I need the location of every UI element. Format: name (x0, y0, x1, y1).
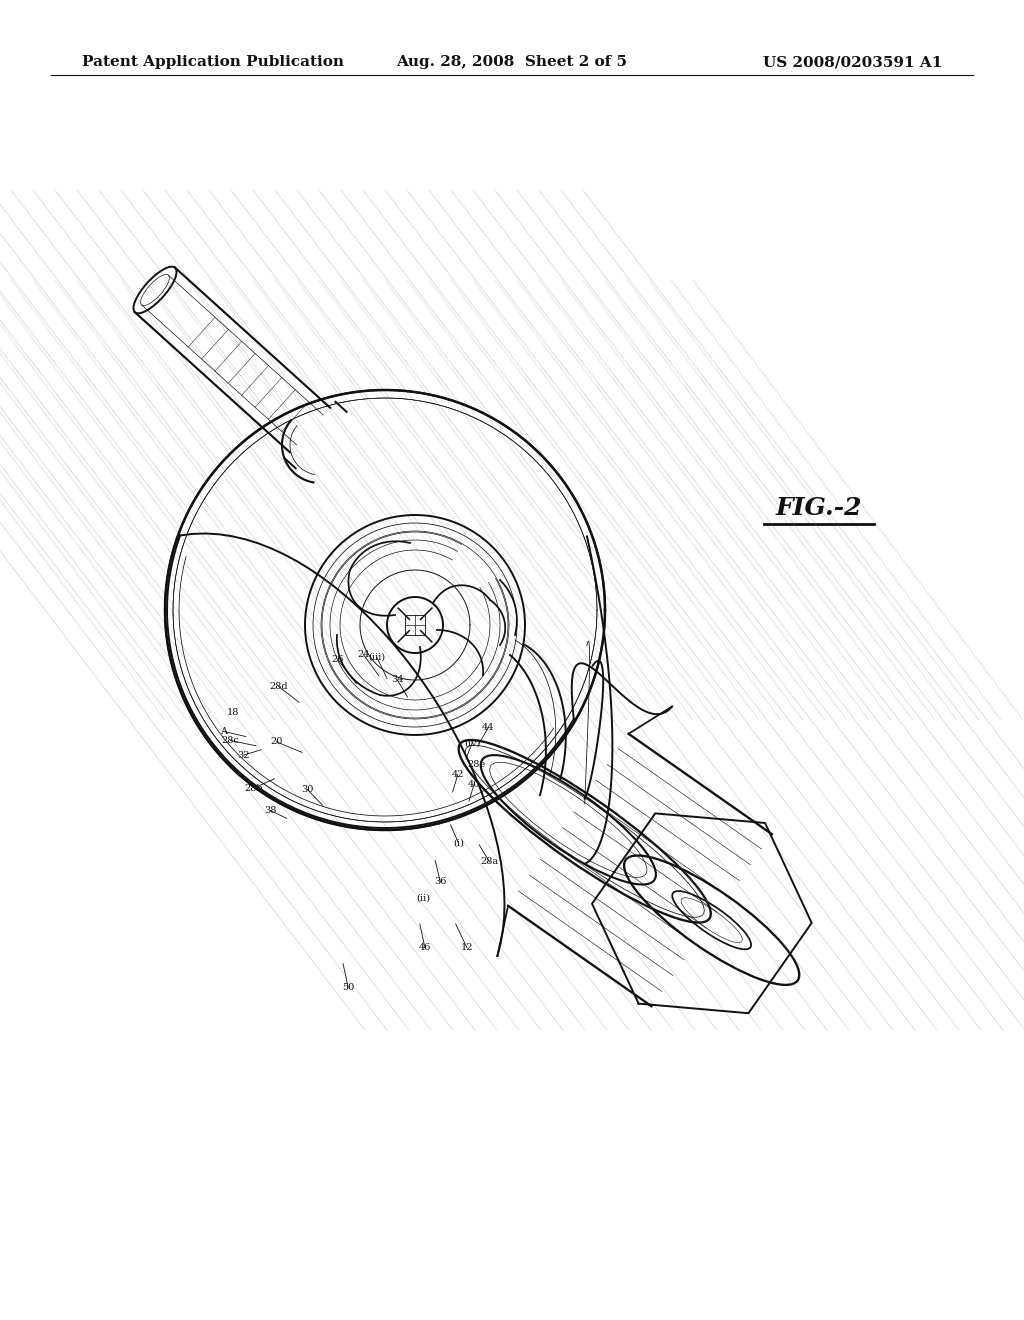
Text: FIG.-2: FIG.-2 (776, 496, 862, 520)
Text: (i): (i) (454, 840, 464, 847)
Text: 20: 20 (270, 738, 283, 746)
Text: 40: 40 (468, 780, 480, 788)
Text: 12: 12 (461, 944, 473, 952)
Text: 28e: 28e (467, 760, 485, 768)
Text: US 2008/0203591 A1: US 2008/0203591 A1 (763, 55, 942, 69)
Text: 46: 46 (419, 944, 431, 952)
Text: 18: 18 (227, 709, 240, 717)
Text: (iii): (iii) (369, 653, 385, 661)
Text: Aug. 28, 2008  Sheet 2 of 5: Aug. 28, 2008 Sheet 2 of 5 (396, 55, 628, 69)
Text: 28b: 28b (245, 784, 263, 792)
Text: 44: 44 (482, 723, 495, 731)
Text: 42: 42 (452, 771, 464, 779)
Text: (ii): (ii) (416, 894, 430, 902)
Text: Patent Application Publication: Patent Application Publication (82, 55, 344, 69)
Circle shape (170, 395, 600, 825)
Text: 34: 34 (391, 676, 403, 684)
Text: 32: 32 (238, 751, 250, 759)
Text: 28d: 28d (269, 682, 288, 690)
Text: 26: 26 (332, 656, 344, 664)
Text: 30: 30 (301, 785, 313, 793)
Text: 28a: 28a (480, 858, 499, 866)
Text: 38: 38 (264, 807, 276, 814)
Text: 36: 36 (434, 878, 446, 886)
Text: 50: 50 (342, 983, 354, 991)
Text: 24: 24 (357, 651, 370, 659)
Text: A: A (220, 727, 226, 735)
Text: 28c: 28c (221, 737, 240, 744)
Text: (iv): (iv) (464, 739, 480, 747)
